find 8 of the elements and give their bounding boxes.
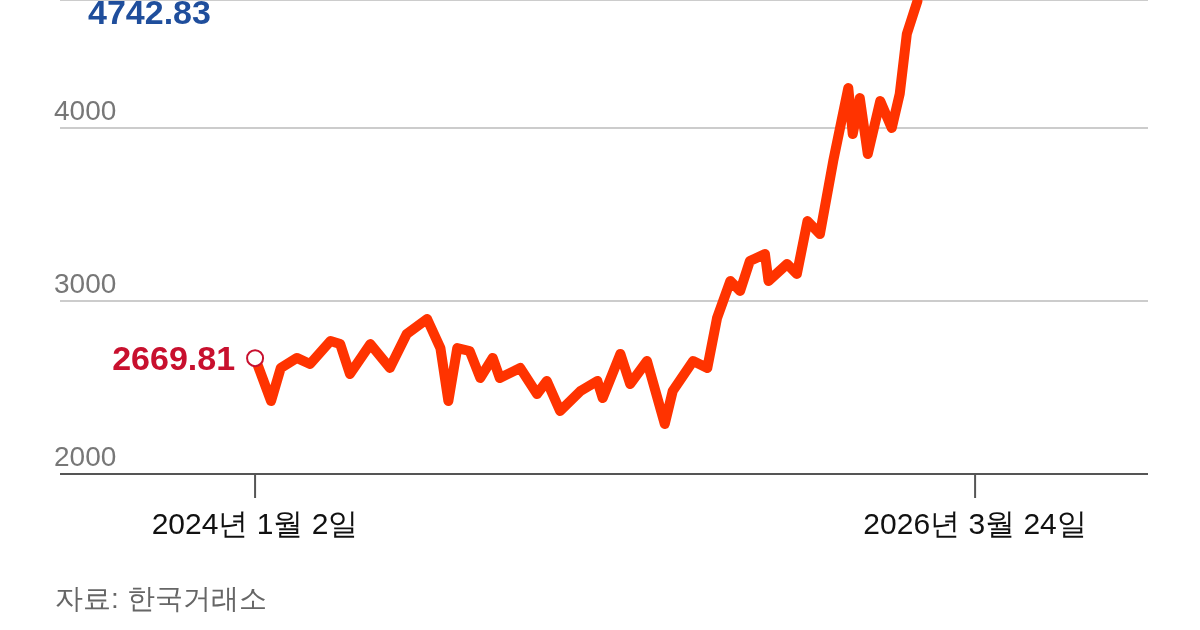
annotation: 4742.83	[88, 0, 211, 32]
x-tick-label: 2024년 1월 2일	[151, 507, 359, 540]
y-tick-label: 4000	[54, 95, 117, 127]
annotation: 2669.81	[112, 339, 236, 378]
y-tick-label: 3000	[54, 268, 117, 300]
text: 자료: 한국거래소	[55, 582, 267, 616]
x-tick-label: 2026년 3월 24일	[863, 507, 1087, 540]
y-tick-label: 2000	[54, 441, 117, 472]
